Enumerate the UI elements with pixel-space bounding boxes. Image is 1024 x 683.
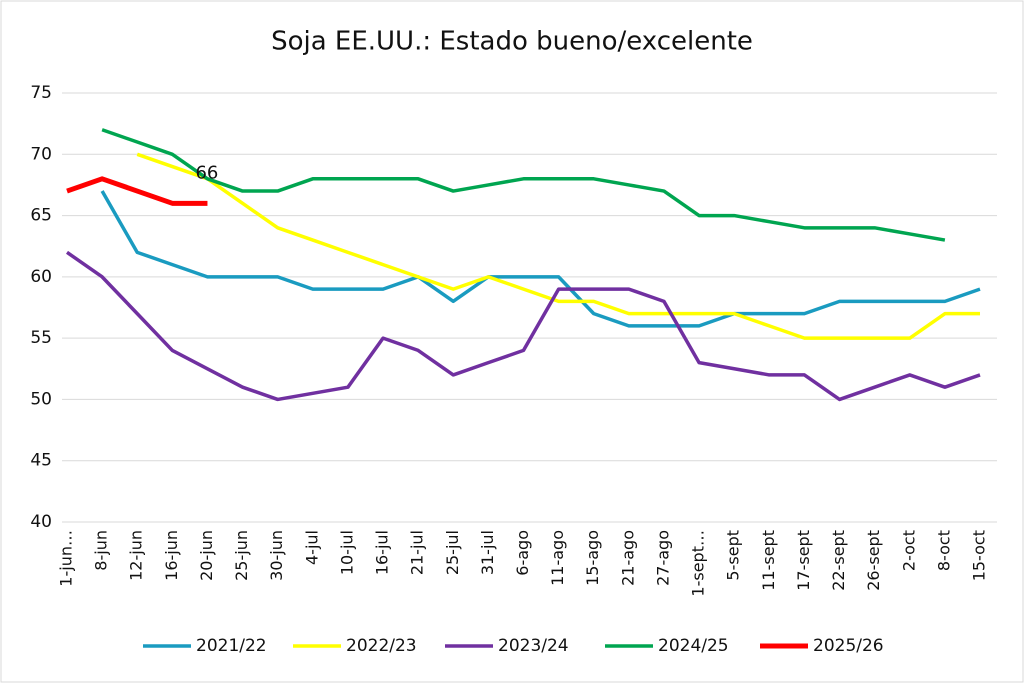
legend-label: 2022/23	[346, 636, 417, 656]
y-tick-label: 55	[30, 328, 52, 348]
x-tick-label: 1-jun…	[57, 530, 76, 587]
series-line	[66, 176, 208, 206]
chart-title: Soja EE.UU.: Estado bueno/excelente	[271, 27, 753, 57]
x-tick-label: 22-sept	[829, 530, 848, 591]
legend-label: 2024/25	[658, 636, 729, 656]
y-tick-label: 45	[30, 451, 52, 471]
x-tick-label: 10-jul	[337, 530, 356, 575]
x-tick-label: 8-jun	[92, 530, 111, 571]
x-tick-label: 25-jul	[443, 530, 462, 575]
legend-label: 2023/24	[498, 636, 569, 656]
x-tick-label: 20-jun	[197, 530, 216, 581]
series-line	[101, 128, 946, 242]
x-tick-label: 12-jun	[127, 530, 146, 581]
legend-label: 2021/22	[196, 636, 267, 656]
y-tick-label: 70	[30, 144, 52, 164]
x-tick-label: 25-jun	[232, 530, 251, 581]
x-tick-label: 5-sept	[724, 530, 743, 581]
y-tick-label: 75	[30, 83, 52, 103]
data-label: 66	[195, 162, 218, 183]
series-line	[136, 152, 980, 340]
x-tick-label: 15-oct	[970, 530, 989, 581]
y-tick-label: 65	[30, 206, 52, 226]
x-tick-label: 11-ago	[548, 530, 567, 586]
x-tick-label: 1-sept…	[689, 530, 708, 597]
x-tick-label: 2-oct	[899, 530, 918, 571]
y-tick-label: 50	[30, 389, 52, 409]
y-tick-label: 60	[30, 267, 52, 287]
x-tick-label: 11-sept	[759, 530, 778, 591]
x-tick-label: 6-ago	[513, 530, 532, 576]
x-tick-label: 16-jun	[162, 530, 181, 581]
x-tick-label: 21-ago	[618, 530, 637, 586]
x-tick-label: 8-oct	[934, 530, 953, 571]
x-tick-label: 26-sept	[864, 530, 883, 591]
series-line	[65, 250, 981, 402]
x-tick-label: 30-jun	[267, 530, 286, 581]
x-tick-label: 27-ago	[653, 530, 672, 586]
series-line	[100, 190, 981, 328]
x-tick-label: 31-jul	[478, 530, 497, 575]
x-tick-label: 4-jul	[302, 530, 321, 565]
y-tick-label: 40	[30, 512, 52, 532]
x-tick-label: 21-jul	[408, 530, 427, 575]
x-tick-label: 17-sept	[794, 530, 813, 591]
x-tick-label: 15-ago	[583, 530, 602, 586]
x-tick-label: 16-jul	[373, 530, 392, 575]
legend-label: 2025/26	[813, 636, 884, 656]
